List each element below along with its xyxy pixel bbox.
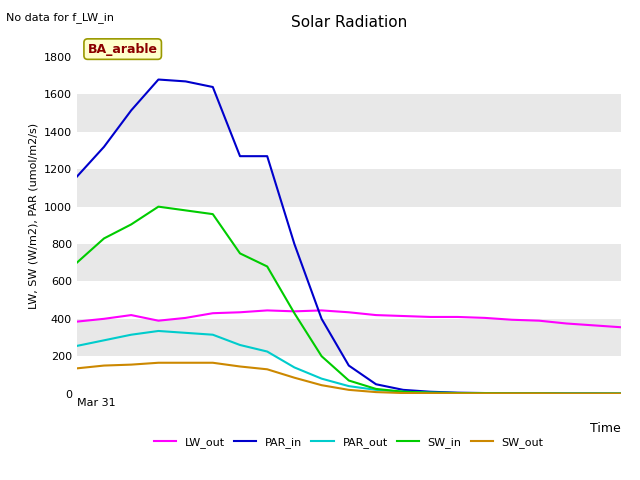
- Legend: LW_out, PAR_in, PAR_out, SW_in, SW_out: LW_out, PAR_in, PAR_out, SW_in, SW_out: [150, 432, 548, 452]
- Text: No data for f_LW_in: No data for f_LW_in: [6, 12, 115, 23]
- Bar: [77, 169, 621, 207]
- Bar: [77, 132, 621, 169]
- Bar: [77, 207, 621, 244]
- Title: Solar Radiation: Solar Radiation: [291, 15, 407, 30]
- Y-axis label: LW, SW (W/m2), PAR (umol/m2/s): LW, SW (W/m2), PAR (umol/m2/s): [28, 123, 38, 309]
- Text: Time: Time: [590, 422, 621, 435]
- Bar: [77, 356, 621, 394]
- Bar: [77, 281, 621, 319]
- Bar: [77, 95, 621, 132]
- Bar: [77, 57, 621, 95]
- Bar: [77, 319, 621, 356]
- Bar: [77, 244, 621, 281]
- Text: BA_arable: BA_arable: [88, 43, 157, 56]
